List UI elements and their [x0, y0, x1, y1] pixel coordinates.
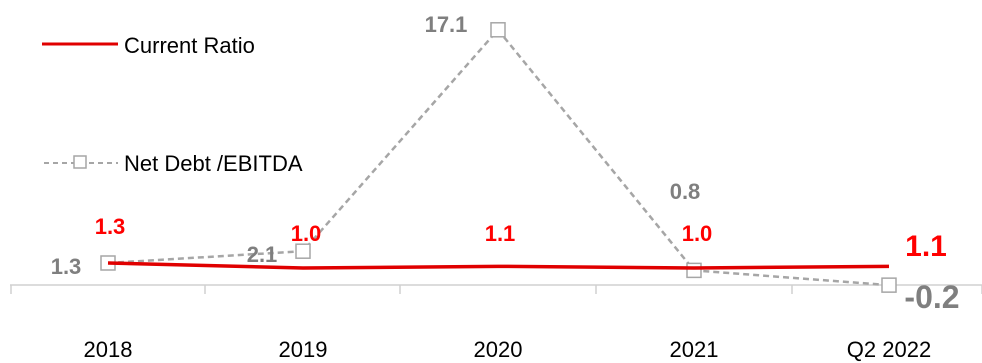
- data-label-current-ratio-q2-2022: 1.1: [905, 230, 947, 263]
- data-label-net-debt-ebitda-2018: 1.3: [51, 254, 82, 279]
- x-tick-label-2020: 2020: [474, 337, 523, 362]
- x-axis-ticks: [10, 285, 982, 294]
- x-tick-label-2018: 2018: [84, 337, 133, 362]
- point-net-debt-ebitda-2019: [295, 243, 311, 259]
- x-tick-label-2019: 2019: [279, 337, 328, 362]
- series-layer: [100, 22, 897, 293]
- data-label-net-debt-ebitda-2021: 0.8: [670, 179, 701, 204]
- x-axis-labels: 2018 2019 2020 2021 Q2 2022: [84, 337, 932, 362]
- legend: Current Ratio Net Debt /EBITDA: [42, 33, 303, 176]
- point-net-debt-ebitda-2020: [490, 22, 506, 38]
- series-line-current-ratio: [107, 261, 890, 270]
- data-label-net-debt-ebitda-2020: 17.1: [425, 12, 468, 37]
- point-net-debt-ebitda-2021: [686, 262, 702, 279]
- data-label-current-ratio-2020: 1.1: [485, 221, 516, 246]
- point-net-debt-ebitda-q2-2022: [881, 277, 897, 293]
- data-label-current-ratio-2018: 1.3: [95, 214, 126, 239]
- x-tick-label-q2-2022: Q2 2022: [847, 337, 931, 362]
- data-label-current-ratio-2019: 1.0: [291, 221, 322, 246]
- data-label-net-debt-ebitda-q2-2022: -0.2: [904, 279, 959, 315]
- data-labels: 1.3 2.1 17.1 0.8 -0.2 1.3 1.0 1.1 1.0 1.1: [51, 12, 960, 315]
- x-tick-label-2021: 2021: [670, 337, 719, 362]
- data-label-current-ratio-2021: 1.0: [682, 221, 713, 246]
- legend-entry-net-debt-ebitda: Net Debt /EBITDA: [44, 151, 303, 176]
- legend-marker-net-debt-ebitda: [73, 155, 87, 169]
- data-label-net-debt-ebitda-2019: 2.1: [247, 242, 278, 267]
- legend-label-net-debt-ebitda: Net Debt /EBITDA: [124, 151, 303, 176]
- legend-entry-current-ratio: Current Ratio: [42, 33, 255, 58]
- legend-label-current-ratio: Current Ratio: [124, 33, 255, 58]
